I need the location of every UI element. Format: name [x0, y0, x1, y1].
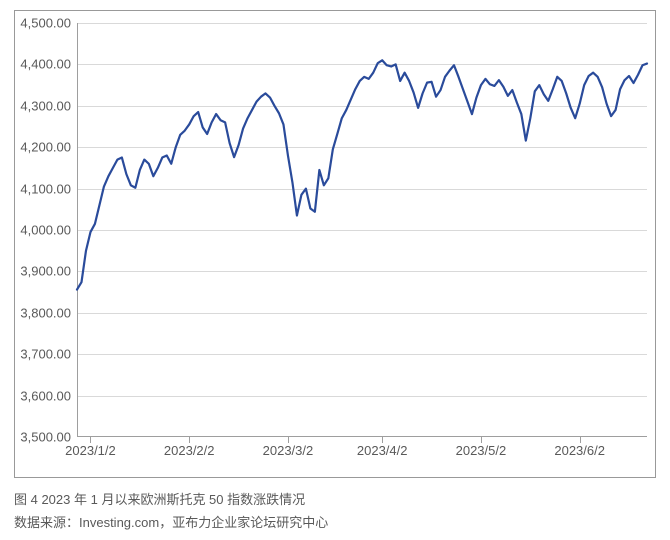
y-tick-label: 4,400.00 [20, 57, 71, 72]
y-tick-label: 3,800.00 [20, 305, 71, 320]
x-tick-label: 2023/2/2 [164, 443, 215, 458]
y-tick-label: 4,500.00 [20, 16, 71, 31]
x-tick-label: 2023/5/2 [456, 443, 507, 458]
x-tick-label: 2023/4/2 [357, 443, 408, 458]
y-tick-label: 4,100.00 [20, 181, 71, 196]
y-tick-label: 3,600.00 [20, 388, 71, 403]
y-tick-label: 3,900.00 [20, 264, 71, 279]
x-tick-label: 2023/6/2 [554, 443, 605, 458]
y-tick-label: 3,500.00 [20, 430, 71, 445]
chart-area: 3,500.00 3,600.00 3,700.00 3,800.00 3,900.00… [14, 10, 656, 478]
figure-container: 3,500.00 3,600.00 3,700.00 3,800.00 3,900.00… [0, 0, 670, 540]
caption-source: 数据来源：Investing.com，亚布力企业家论坛研究中心 [14, 511, 656, 534]
y-tick-label: 4,300.00 [20, 98, 71, 113]
y-tick-label: 4,000.00 [20, 223, 71, 238]
y-tick-label: 3,700.00 [20, 347, 71, 362]
caption-block: 图 4 2023 年 1 月以来欧洲斯托克 50 指数涨跌情况 数据来源：Inv… [14, 488, 656, 535]
x-tick-label: 2023/1/2 [65, 443, 116, 458]
caption-title: 图 4 2023 年 1 月以来欧洲斯托克 50 指数涨跌情况 [14, 488, 656, 511]
y-tick-label: 4,200.00 [20, 140, 71, 155]
x-tick-label: 2023/3/2 [263, 443, 314, 458]
plot-area [77, 23, 647, 437]
price-line [77, 23, 647, 437]
